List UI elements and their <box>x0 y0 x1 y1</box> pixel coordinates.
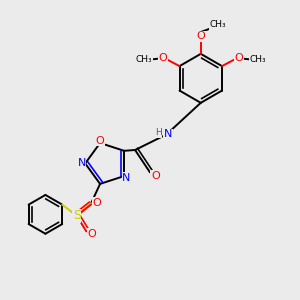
Text: CH₃: CH₃ <box>209 20 226 29</box>
Text: N: N <box>122 172 131 183</box>
Text: CH₃: CH₃ <box>136 55 152 64</box>
Text: H: H <box>155 128 161 137</box>
Text: O: O <box>87 229 96 239</box>
Text: O: O <box>92 198 101 208</box>
Text: CH₃: CH₃ <box>249 55 266 64</box>
Text: S: S <box>73 209 81 222</box>
Text: O: O <box>96 136 104 146</box>
Text: O: O <box>196 31 205 41</box>
Text: O: O <box>158 53 167 63</box>
Text: O: O <box>151 171 160 181</box>
Text: N: N <box>164 130 172 140</box>
Text: N: N <box>77 158 86 167</box>
Text: O: O <box>234 53 243 63</box>
